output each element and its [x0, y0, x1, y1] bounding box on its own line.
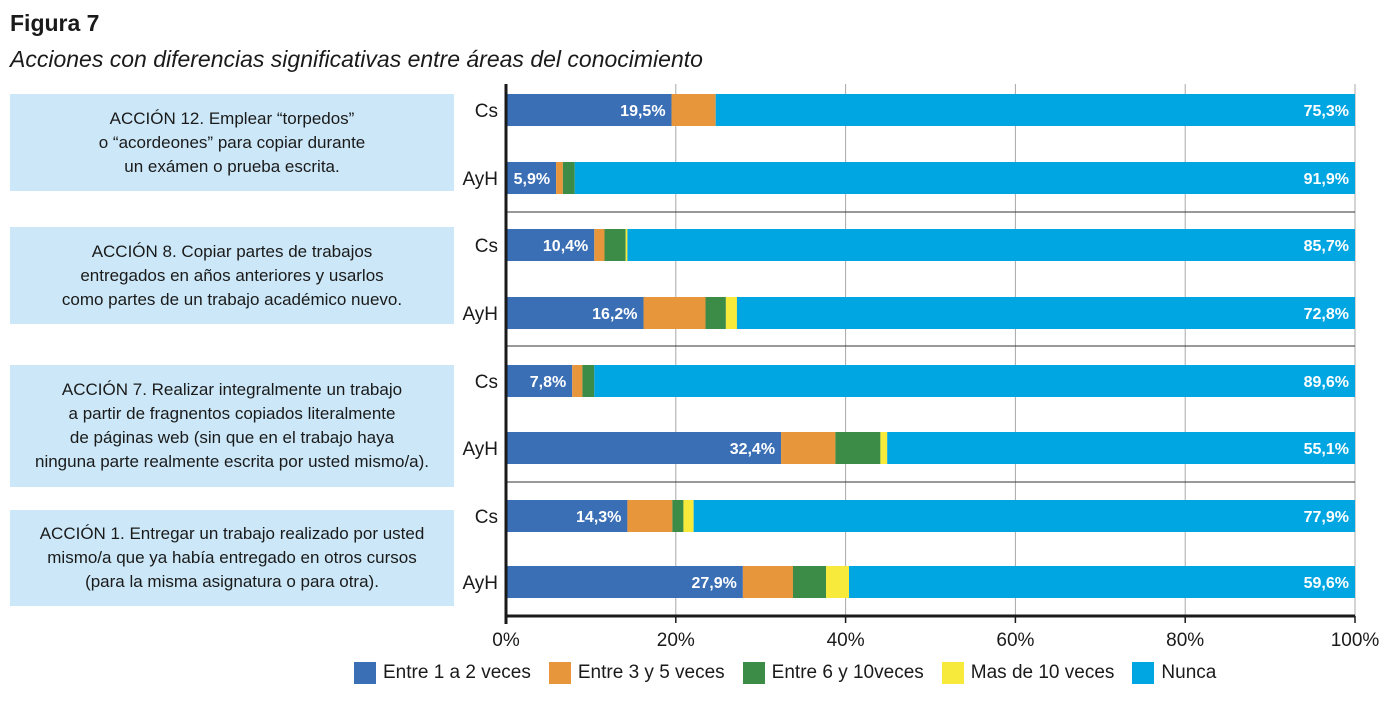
data-label: 7,8% [530, 374, 566, 391]
bar-segment [880, 432, 888, 464]
action-box-12: ACCIÓN 12. Emplear “torpedos” o “acordeo… [10, 94, 454, 191]
legend-item: Entre 6 y 10veces [742, 662, 924, 684]
bar-segment [693, 500, 1355, 532]
bar-segment [725, 297, 737, 329]
bar-segment [582, 365, 595, 397]
category-label: AyH [462, 169, 498, 190]
action-text-8: ACCIÓN 8. Copiar partes de trabajos entr… [61, 241, 403, 309]
bar-segment [742, 566, 793, 598]
data-label: 10,4% [543, 238, 588, 255]
legend-item: Entre 3 y 5 veces [548, 662, 725, 684]
bar-segment [506, 94, 672, 126]
legend-swatch [1132, 662, 1155, 684]
bar-segment [604, 229, 626, 261]
data-label: 55,1% [1304, 441, 1349, 458]
bar-segment [506, 162, 557, 194]
data-label: 72,8% [1304, 306, 1349, 323]
x-tick-label: 20% [657, 630, 695, 651]
bar-segment [506, 229, 595, 261]
data-label: 85,7% [1304, 238, 1349, 255]
bar-segment [671, 94, 716, 126]
bar-segment [506, 365, 573, 397]
data-label: 77,9% [1304, 509, 1349, 526]
data-label: 14,3% [576, 509, 621, 526]
x-tick-label: 100% [1331, 630, 1380, 651]
x-tick-label: 40% [827, 630, 865, 651]
legend-label: Entre 1 a 2 veces [383, 662, 531, 683]
legend-item: Nunca [1132, 662, 1216, 684]
legend-label: Nunca [1161, 662, 1217, 683]
x-tick-label: 60% [996, 630, 1034, 651]
bar-segment [643, 297, 706, 329]
category-label: AyH [462, 573, 498, 594]
legend-swatch [548, 662, 571, 684]
legend-swatch [742, 662, 765, 684]
bar-segment [672, 500, 684, 532]
figure-title: Acciones con diferencias significativas … [10, 46, 703, 72]
bar-segment [736, 297, 1355, 329]
chart-legend: Entre 1 a 2 veces Entre 3 y 5 veces Entr… [354, 662, 1234, 684]
x-tick-label: 0% [492, 630, 520, 651]
legend-swatch [941, 662, 964, 684]
data-label: 32,4% [730, 441, 775, 458]
action-box-1: ACCIÓN 1. Entregar un trabajo realizado … [10, 510, 454, 606]
action-text-7: ACCIÓN 7. Realizar integralmente un trab… [34, 380, 430, 471]
bar-segment [715, 94, 1355, 126]
bar-segment [887, 432, 1355, 464]
data-label: 19,5% [620, 103, 665, 120]
action-text-1: ACCIÓN 1. Entregar un trabajo realizado … [39, 524, 425, 591]
category-label: Cs [475, 372, 498, 393]
category-label: Cs [475, 507, 498, 528]
bar-segment [594, 365, 1355, 397]
bar-segment [826, 566, 849, 598]
action-box-7: ACCIÓN 7. Realizar integralmente un trab… [10, 365, 454, 487]
bar-segment [848, 566, 1355, 598]
bar-segment [572, 365, 583, 397]
bar-segment [625, 229, 628, 261]
data-label: 59,6% [1304, 575, 1349, 592]
legend-item: Entre 1 a 2 veces [354, 662, 531, 684]
bar-segment [556, 162, 563, 194]
data-label: 89,6% [1304, 374, 1349, 391]
action-box-8: ACCIÓN 8. Copiar partes de trabajos entr… [10, 227, 454, 324]
data-label: 16,2% [592, 306, 637, 323]
bar-segment [594, 229, 605, 261]
data-label: 75,3% [1304, 103, 1349, 120]
bar-segment [705, 297, 726, 329]
data-label: 5,9% [514, 171, 550, 188]
legend-label: Mas de 10 veces [970, 662, 1115, 683]
legend-item: Mas de 10 veces [941, 662, 1115, 684]
data-label: 91,9% [1304, 171, 1349, 188]
bar-segment [792, 566, 827, 598]
bar-segment [506, 566, 743, 598]
bar-segment [627, 229, 1355, 261]
bar-segment [506, 297, 644, 329]
bar-segment [562, 162, 575, 194]
legend-label: Entre 3 y 5 veces [577, 662, 725, 683]
category-label: Cs [475, 236, 498, 257]
bar-segment [574, 162, 1355, 194]
bar-segment [627, 500, 673, 532]
data-label: 27,9% [691, 575, 736, 592]
bar-segment [506, 500, 628, 532]
x-tick-label: 80% [1166, 630, 1204, 651]
bar-segment [781, 432, 836, 464]
category-label: AyH [462, 304, 498, 325]
category-label: Cs [475, 101, 498, 122]
category-label: AyH [462, 439, 498, 460]
action-text-12: ACCIÓN 12. Emplear “torpedos” o “acordeo… [98, 108, 366, 176]
legend-label: Entre 6 y 10veces [771, 662, 924, 683]
legend-swatch [354, 662, 376, 684]
figure-number: Figura 7 [10, 10, 100, 36]
bar-segment [835, 432, 881, 464]
bar-segment [506, 432, 782, 464]
bar-segment [683, 500, 694, 532]
